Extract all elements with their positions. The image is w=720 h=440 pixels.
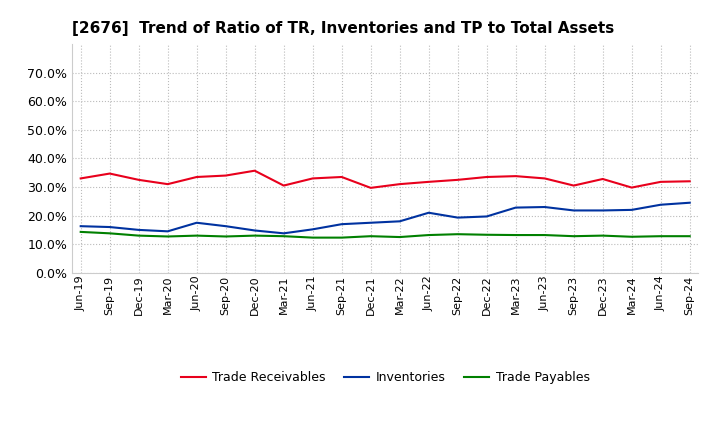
Legend: Trade Receivables, Inventories, Trade Payables: Trade Receivables, Inventories, Trade Pa… <box>176 366 595 389</box>
Trade Payables <box>76 229 85 235</box>
Inventories <box>308 227 317 232</box>
Line: Trade Receivables: Trade Receivables <box>81 171 690 188</box>
Trade Payables <box>454 231 462 237</box>
Trade Receivables <box>454 177 462 183</box>
Inventories <box>570 208 578 213</box>
Trade Payables <box>627 234 636 239</box>
Trade Payables <box>657 234 665 239</box>
Trade Receivables <box>424 179 433 184</box>
Inventories <box>338 221 346 227</box>
Line: Trade Payables: Trade Payables <box>81 232 690 238</box>
Inventories <box>657 202 665 207</box>
Trade Payables <box>279 234 288 239</box>
Trade Receivables <box>338 174 346 180</box>
Trade Payables <box>221 234 230 239</box>
Line: Inventories: Inventories <box>81 203 690 233</box>
Inventories <box>192 220 201 225</box>
Trade Payables <box>482 232 491 238</box>
Trade Payables <box>570 234 578 239</box>
Inventories <box>511 205 520 210</box>
Trade Receivables <box>192 174 201 180</box>
Inventories <box>541 204 549 210</box>
Trade Payables <box>308 235 317 240</box>
Trade Payables <box>163 234 172 239</box>
Trade Receivables <box>76 176 85 181</box>
Trade Payables <box>135 233 143 238</box>
Trade Receivables <box>685 179 694 184</box>
Trade Receivables <box>163 181 172 187</box>
Trade Receivables <box>221 173 230 178</box>
Trade Payables <box>598 233 607 238</box>
Inventories <box>279 231 288 236</box>
Inventories <box>366 220 375 225</box>
Trade Receivables <box>395 181 404 187</box>
Trade Receivables <box>598 176 607 182</box>
Trade Receivables <box>366 185 375 191</box>
Inventories <box>163 229 172 234</box>
Trade Receivables <box>279 183 288 188</box>
Trade Payables <box>685 234 694 239</box>
Inventories <box>424 210 433 215</box>
Trade Receivables <box>511 173 520 179</box>
Trade Payables <box>338 235 346 240</box>
Trade Receivables <box>135 177 143 183</box>
Inventories <box>598 208 607 213</box>
Trade Receivables <box>105 171 114 176</box>
Trade Payables <box>366 234 375 239</box>
Trade Receivables <box>251 168 259 173</box>
Inventories <box>76 224 85 229</box>
Trade Receivables <box>482 174 491 180</box>
Trade Receivables <box>627 185 636 190</box>
Trade Receivables <box>308 176 317 181</box>
Trade Payables <box>192 233 201 238</box>
Trade Payables <box>511 232 520 238</box>
Trade Payables <box>251 233 259 238</box>
Inventories <box>627 207 636 213</box>
Inventories <box>135 227 143 232</box>
Inventories <box>105 224 114 230</box>
Inventories <box>685 200 694 205</box>
Inventories <box>482 214 491 219</box>
Trade Receivables <box>570 183 578 188</box>
Inventories <box>251 228 259 233</box>
Trade Receivables <box>657 179 665 184</box>
Text: [2676]  Trend of Ratio of TR, Inventories and TP to Total Assets: [2676] Trend of Ratio of TR, Inventories… <box>72 21 614 36</box>
Trade Receivables <box>541 176 549 181</box>
Trade Payables <box>105 231 114 236</box>
Trade Payables <box>541 232 549 238</box>
Trade Payables <box>424 232 433 238</box>
Inventories <box>454 215 462 220</box>
Inventories <box>221 224 230 229</box>
Inventories <box>395 219 404 224</box>
Trade Payables <box>395 235 404 240</box>
